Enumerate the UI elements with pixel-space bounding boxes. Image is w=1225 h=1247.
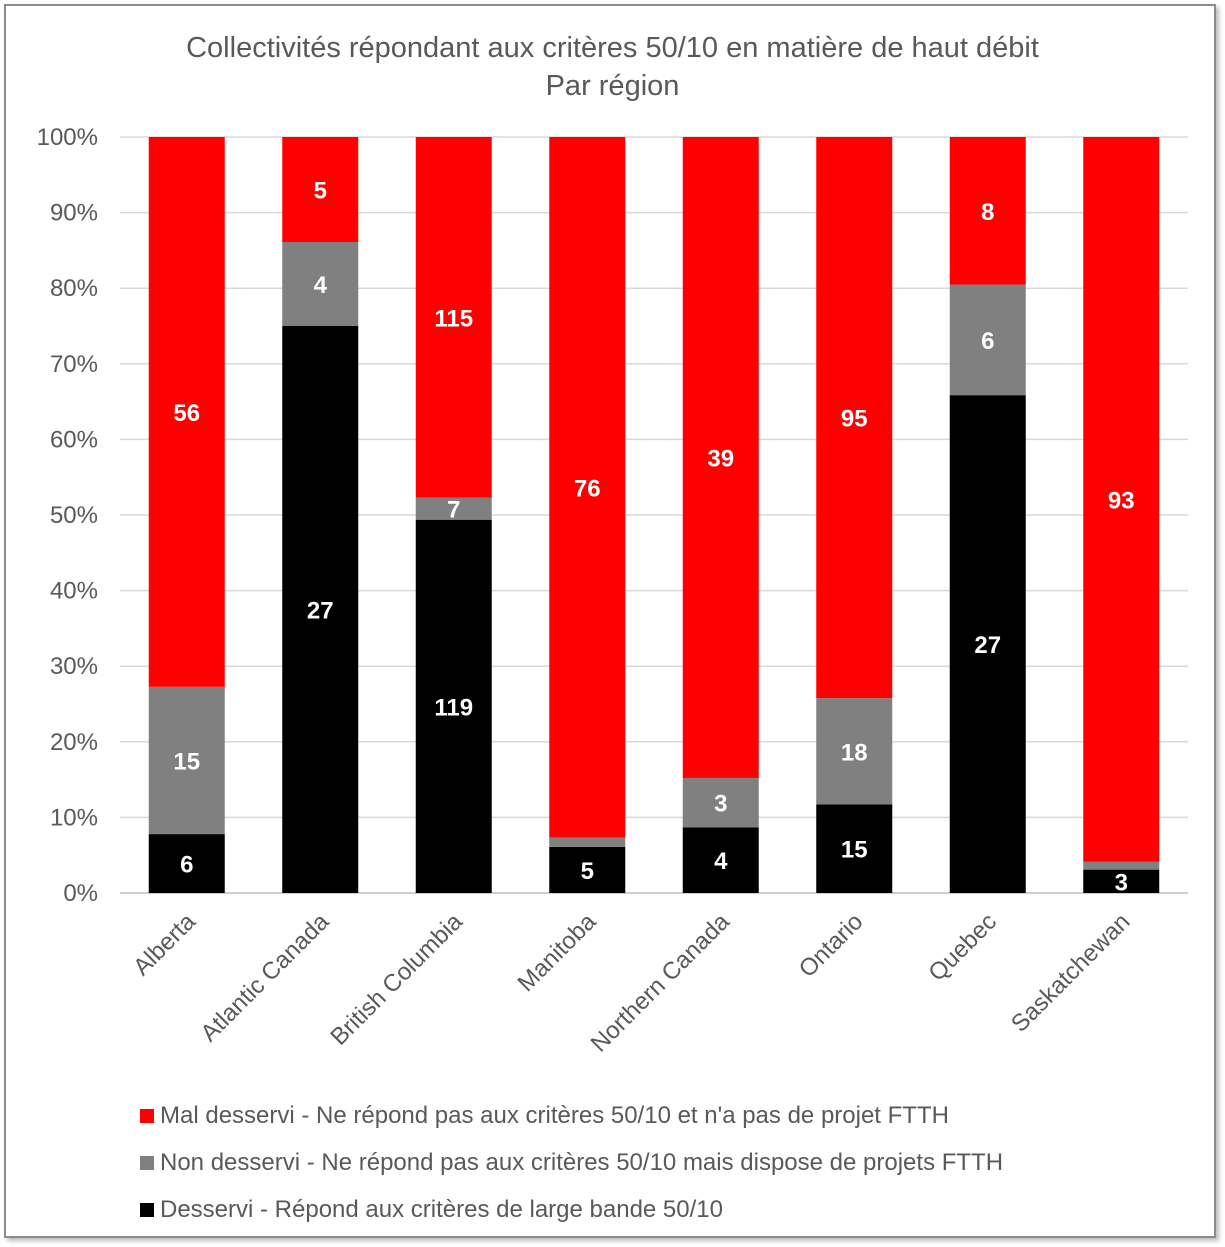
x-tick-label: Ontario: [794, 908, 869, 983]
bar-segment: [148, 137, 225, 687]
data-label: 8: [981, 199, 994, 226]
legend-item: Desservi - Répond aux critères de large …: [140, 1186, 1003, 1233]
bar-segment: [816, 804, 893, 893]
bar-segment: [549, 846, 626, 893]
y-tick-label: 90%: [50, 200, 98, 227]
legend-label: Non desservi - Ne répond pas aux critère…: [160, 1148, 1004, 1176]
data-label: 3: [714, 791, 727, 818]
data-label: 115: [434, 305, 473, 332]
bar-segment: [816, 137, 893, 699]
legend-item: Non desservi - Ne répond pas aux critère…: [140, 1139, 1003, 1186]
legend-swatch: [140, 1155, 154, 1170]
data-label: 6: [981, 328, 994, 355]
y-tick-label: 40%: [50, 578, 98, 605]
legend-label: Desservi - Répond aux critères de large …: [160, 1195, 723, 1223]
data-label: 15: [841, 837, 868, 864]
bar-segment: [549, 837, 626, 847]
bar-segment: [949, 284, 1026, 396]
bar-segment: [949, 137, 1026, 285]
data-label: 27: [974, 632, 1001, 659]
data-label: 56: [173, 400, 200, 427]
data-label: 4: [714, 848, 728, 875]
data-label: 18: [841, 739, 868, 766]
data-label: 3: [1115, 869, 1128, 896]
data-label: 7: [447, 497, 460, 524]
data-label: 6: [180, 852, 193, 879]
legend-item: Mal desservi - Ne répond pas aux critère…: [140, 1092, 1003, 1139]
chart-title: Collectivités répondant aux critères 50/…: [186, 32, 1039, 64]
bar-segment: [816, 698, 893, 805]
legend-swatch: [140, 1202, 154, 1217]
data-label: 39: [707, 445, 734, 472]
x-tick-label: Quebec: [923, 908, 1002, 987]
data-label: 119: [434, 694, 473, 721]
data-label: 27: [307, 598, 334, 625]
bar-segment: [682, 137, 759, 778]
bar-segment: [415, 519, 492, 893]
bar-segment: [148, 834, 225, 893]
y-tick-label: 50%: [50, 502, 98, 529]
x-tick-label: Alberta: [128, 908, 201, 981]
bar-segment: [148, 686, 225, 835]
y-tick-label: 100%: [37, 124, 98, 151]
x-tick-label: Manitoba: [513, 908, 602, 997]
bar-segment: [415, 497, 492, 520]
data-label: 93: [1108, 487, 1135, 514]
bar-segment: [282, 137, 359, 242]
bar-segment: [282, 242, 359, 326]
legend-label: Mal desservi - Ne répond pas aux critère…: [160, 1101, 949, 1129]
y-tick-label: 0%: [63, 880, 98, 907]
bar-segment: [549, 137, 626, 838]
data-label: 95: [841, 406, 868, 433]
bar-segment: [282, 326, 359, 893]
bar-segment: [949, 395, 1026, 893]
x-tick-label: Atlantic Canada: [196, 908, 335, 1047]
data-label: 76: [574, 475, 601, 502]
y-tick-label: 10%: [50, 804, 98, 831]
y-tick-label: 80%: [50, 275, 98, 302]
y-tick-label: 30%: [50, 653, 98, 680]
y-tick-label: 20%: [50, 729, 98, 756]
bar-segment: [415, 137, 492, 498]
bar-segment: [1083, 861, 1160, 870]
bar-segment: [1083, 137, 1160, 862]
x-tick-label: Saskatchewan: [1006, 908, 1135, 1037]
chart-subtitle: Par région: [545, 70, 680, 102]
data-label: 5: [314, 178, 327, 205]
data-label: 4: [314, 272, 328, 299]
x-tick-label: British Columbia: [325, 908, 468, 1051]
bar-segment: [1083, 869, 1160, 893]
legend-swatch: [140, 1108, 154, 1123]
bar-segment: [682, 777, 759, 828]
legend: Mal desservi - Ne répond pas aux critère…: [140, 1092, 1003, 1233]
y-tick-label: 70%: [50, 351, 98, 378]
y-tick-label: 60%: [50, 426, 98, 453]
x-tick-label: Northern Canada: [586, 908, 736, 1058]
bar-segment: [682, 827, 759, 893]
data-label: 5: [581, 858, 594, 885]
data-label: 15: [173, 748, 200, 775]
